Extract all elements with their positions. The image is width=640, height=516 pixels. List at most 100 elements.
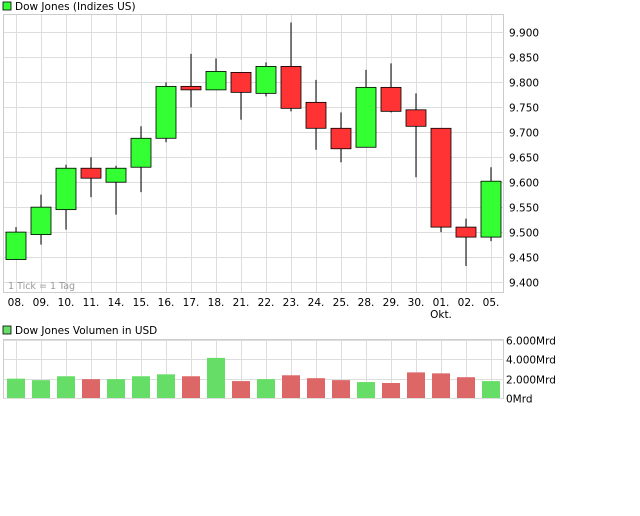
x-tick-label: 25. — [333, 297, 350, 309]
x-tick-label: 05. — [483, 297, 500, 309]
x-tick-label: 22. — [258, 297, 275, 309]
volume-legend-swatch — [2, 325, 12, 335]
price-candle — [480, 167, 502, 242]
candle-body — [305, 101, 327, 129]
volume-bar — [432, 373, 450, 398]
volume-bar — [132, 376, 150, 398]
volume-bar — [82, 379, 100, 398]
x-tick-label: 21. — [233, 297, 250, 309]
volume-bar — [457, 377, 475, 398]
volume-bar — [107, 379, 125, 398]
price-y-tick-label: 9.450 — [509, 253, 539, 265]
price-legend-swatch — [2, 1, 12, 11]
x-month-label: Okt. — [430, 309, 452, 321]
candle-body — [255, 66, 277, 94]
volume-bar — [207, 357, 225, 398]
x-tick-label: 24. — [308, 297, 325, 309]
volume-y-tick-label: 0Mrd — [506, 394, 533, 406]
volume-bar — [182, 376, 200, 398]
price-candle — [30, 194, 52, 245]
price-y-tick-label: 9.750 — [509, 103, 539, 115]
price-candle — [180, 53, 202, 108]
price-y-tick-labels: 9.400 9.450 9.500 9.550 9.600 9.650 9.700 9.750… — [509, 28, 539, 290]
x-tick-label: 28. — [358, 297, 375, 309]
volume-plot-area — [3, 339, 504, 399]
candle-body — [55, 167, 77, 211]
price-candle — [80, 157, 102, 198]
volume-bar — [407, 372, 425, 398]
volume-bar — [57, 376, 75, 398]
candle-body — [105, 167, 127, 183]
price-candle — [380, 63, 402, 113]
volume-bar — [32, 380, 50, 398]
price-y-tick-label: 9.550 — [509, 203, 539, 215]
price-y-tick-label: 9.600 — [509, 178, 539, 190]
x-tick-label: 17. — [183, 297, 200, 309]
price-candle — [280, 22, 302, 112]
candle-body — [205, 70, 227, 91]
price-candle — [430, 127, 452, 233]
volume-y-tick-label: 6.000Mrd — [506, 336, 556, 348]
x-tick-label: 14. — [108, 297, 125, 309]
price-y-tick-label: 9.700 — [509, 128, 539, 140]
x-tick-label: 18. — [208, 297, 225, 309]
price-candle — [155, 82, 177, 143]
candle-body — [380, 86, 402, 112]
volume-bar — [257, 379, 275, 398]
candle-body — [480, 180, 502, 238]
x-tick-label: 10. — [58, 297, 75, 309]
price-y-tick-label: 9.850 — [509, 53, 539, 65]
candle-body — [405, 109, 427, 127]
price-candles — [5, 22, 502, 267]
candle-body — [355, 86, 377, 148]
candle-body — [80, 167, 102, 179]
price-y-tick-label: 9.650 — [509, 153, 539, 165]
price-candle — [355, 69, 377, 148]
price-y-tick-label: 9.800 — [509, 78, 539, 90]
price-candle — [455, 218, 477, 267]
volume-y-tick-labels: 0Mrd 2.000Mrd 4.000Mrd 6.000Mrd — [506, 336, 556, 406]
x-tick-label: 29. — [383, 297, 400, 309]
x-tick-label: 11. — [83, 297, 100, 309]
price-chart-title: Dow Jones (Indizes US) — [15, 1, 136, 13]
candle-body — [280, 66, 302, 109]
volume-chart-title: Dow Jones Volumen in USD — [15, 325, 157, 337]
price-candle — [330, 112, 352, 163]
x-tick-label: 08. — [8, 297, 25, 309]
price-candle — [305, 79, 327, 150]
volume-bars — [7, 357, 500, 398]
price-candle — [205, 58, 227, 91]
price-candle — [230, 71, 252, 120]
candle-body — [230, 71, 252, 93]
x-tick-label: 02. — [458, 297, 475, 309]
volume-bar — [482, 381, 500, 398]
candle-body — [130, 137, 152, 168]
volume-bar — [332, 380, 350, 398]
x-tick-labels: 08. 09. 10. 11. 14. 15. 16. 17. 18. 21. 22. 23. 24. 2… — [8, 297, 500, 321]
price-candle — [105, 165, 127, 215]
price-candle — [5, 227, 27, 260]
candle-body — [330, 127, 352, 150]
volume-bar — [357, 382, 375, 398]
price-y-tick-label: 9.500 — [509, 228, 539, 240]
price-plot-area — [3, 14, 504, 293]
volume-y-tick-label: 4.000Mrd — [506, 355, 556, 367]
volume-bar — [307, 378, 325, 398]
volume-bar — [382, 383, 400, 398]
volume-bar — [157, 374, 175, 398]
x-tick-label: 30. — [408, 297, 425, 309]
volume-bar — [7, 378, 25, 398]
candle-body — [30, 206, 52, 236]
candle-body — [180, 85, 202, 91]
price-candle — [405, 93, 427, 178]
x-tick-label: 15. — [133, 297, 150, 309]
volume-bar — [232, 381, 250, 398]
x-tick-label: 23. — [283, 297, 300, 309]
candle-body — [155, 85, 177, 139]
volume-bar — [282, 375, 300, 398]
tick-note: 1 Tick = 1 Tag — [8, 281, 75, 292]
price-candle — [55, 164, 77, 230]
price-candle — [130, 126, 152, 193]
